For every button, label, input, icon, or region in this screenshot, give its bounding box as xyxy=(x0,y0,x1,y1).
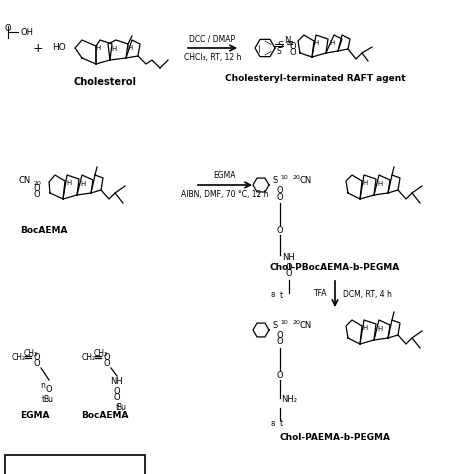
Text: CN: CN xyxy=(19,175,31,184)
Text: t: t xyxy=(280,291,283,300)
Text: EGMA: EGMA xyxy=(214,171,236,180)
Text: H: H xyxy=(363,325,368,331)
Text: O: O xyxy=(34,190,40,199)
Text: CH₂: CH₂ xyxy=(12,353,26,362)
Text: t: t xyxy=(41,395,45,404)
Text: 10: 10 xyxy=(280,174,288,180)
Text: O: O xyxy=(104,358,110,367)
Text: H: H xyxy=(128,45,133,51)
Text: Cholesterol: Cholesterol xyxy=(73,77,137,87)
Text: n: n xyxy=(41,381,46,390)
Text: O: O xyxy=(277,185,283,194)
Text: CH₂: CH₂ xyxy=(82,353,96,362)
Text: S: S xyxy=(277,40,283,49)
Text: 20: 20 xyxy=(293,319,301,325)
Text: S: S xyxy=(277,46,282,55)
Text: NH: NH xyxy=(283,253,295,262)
Text: S: S xyxy=(273,320,278,329)
Text: O: O xyxy=(34,353,40,362)
Text: EGMA: EGMA xyxy=(20,410,50,419)
Text: H: H xyxy=(313,40,319,46)
Text: NH₂: NH₂ xyxy=(281,395,297,404)
Text: OH: OH xyxy=(20,27,33,36)
Text: H: H xyxy=(329,40,335,46)
Text: 10: 10 xyxy=(280,319,288,325)
Text: 8: 8 xyxy=(271,421,275,427)
Text: HO: HO xyxy=(52,43,66,52)
Text: O: O xyxy=(34,183,40,192)
Text: Bu: Bu xyxy=(116,403,126,412)
Text: H: H xyxy=(66,180,72,186)
Text: H: H xyxy=(363,180,368,186)
Text: O: O xyxy=(34,358,40,367)
Text: Bu: Bu xyxy=(43,395,53,404)
Bar xyxy=(5,455,145,474)
Text: O: O xyxy=(286,263,292,272)
Text: DCM, RT, 4 h: DCM, RT, 4 h xyxy=(343,290,392,299)
Text: O: O xyxy=(104,353,110,362)
Text: Chol-PBocAEMA-b-PEGMA: Chol-PBocAEMA-b-PEGMA xyxy=(270,264,400,273)
Text: S: S xyxy=(273,175,278,184)
Text: H: H xyxy=(377,181,383,187)
Text: DCC / DMAP: DCC / DMAP xyxy=(190,34,236,43)
Text: CH₃: CH₃ xyxy=(94,349,108,358)
Text: O: O xyxy=(277,192,283,201)
Text: AIBN, DMF, 70 °C, 12 h: AIBN, DMF, 70 °C, 12 h xyxy=(181,190,269,199)
Text: H: H xyxy=(95,45,100,51)
Text: +: + xyxy=(33,42,43,55)
Text: Cholesteryl-terminated RAFT agent: Cholesteryl-terminated RAFT agent xyxy=(225,73,405,82)
Text: O: O xyxy=(114,388,120,396)
Text: O: O xyxy=(277,371,283,380)
Text: ≡: ≡ xyxy=(286,38,294,48)
Text: 8: 8 xyxy=(271,292,275,298)
Text: CH₃: CH₃ xyxy=(24,349,38,358)
Text: O: O xyxy=(46,385,52,394)
Text: O: O xyxy=(290,42,296,51)
Text: O: O xyxy=(286,268,292,277)
Text: Chol-PAEMA-b-PEGMA: Chol-PAEMA-b-PEGMA xyxy=(280,432,391,441)
Text: O: O xyxy=(277,330,283,339)
Text: t: t xyxy=(280,419,283,428)
Text: BocAEMA: BocAEMA xyxy=(20,226,67,235)
Text: O: O xyxy=(5,24,11,33)
Text: N: N xyxy=(284,36,290,45)
Text: O: O xyxy=(114,393,120,402)
Text: O: O xyxy=(277,226,283,235)
Text: BocAEMA: BocAEMA xyxy=(81,410,129,419)
Text: H: H xyxy=(111,46,117,52)
Text: NH: NH xyxy=(110,377,123,386)
Text: CN: CN xyxy=(300,320,312,329)
Text: H: H xyxy=(377,326,383,332)
Text: t: t xyxy=(116,403,118,412)
Text: O: O xyxy=(277,337,283,346)
Text: TFA: TFA xyxy=(313,290,327,299)
Text: O: O xyxy=(290,47,296,56)
Text: 20: 20 xyxy=(33,181,41,185)
Text: H: H xyxy=(81,181,86,187)
Text: 20: 20 xyxy=(293,174,301,180)
Text: CHCl₃, RT, 12 h: CHCl₃, RT, 12 h xyxy=(184,53,241,62)
Text: CN: CN xyxy=(300,175,312,184)
